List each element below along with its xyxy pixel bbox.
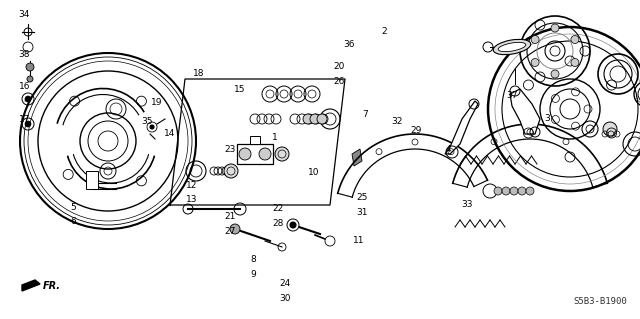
Ellipse shape bbox=[493, 39, 531, 55]
Text: 32: 32 bbox=[391, 117, 403, 126]
Circle shape bbox=[531, 35, 539, 43]
Text: 5: 5 bbox=[71, 203, 76, 212]
Circle shape bbox=[239, 148, 251, 160]
Text: 15: 15 bbox=[234, 85, 246, 94]
Text: 10: 10 bbox=[308, 168, 319, 177]
Circle shape bbox=[290, 222, 296, 228]
Text: 2: 2 bbox=[381, 27, 387, 36]
Circle shape bbox=[526, 187, 534, 195]
Circle shape bbox=[510, 187, 518, 195]
Text: 38: 38 bbox=[19, 50, 30, 59]
Text: 14: 14 bbox=[164, 130, 175, 138]
Circle shape bbox=[224, 164, 238, 178]
Text: 31: 31 bbox=[356, 208, 367, 217]
Text: S5B3-B1900: S5B3-B1900 bbox=[573, 296, 627, 306]
Text: 12: 12 bbox=[186, 181, 198, 189]
Circle shape bbox=[275, 147, 289, 161]
Circle shape bbox=[571, 58, 579, 66]
Circle shape bbox=[310, 114, 320, 124]
Circle shape bbox=[287, 219, 299, 231]
Circle shape bbox=[25, 121, 31, 127]
Text: 13: 13 bbox=[186, 195, 198, 204]
Text: 24: 24 bbox=[279, 279, 291, 288]
Polygon shape bbox=[445, 101, 478, 154]
Circle shape bbox=[571, 35, 579, 43]
Text: 21: 21 bbox=[225, 212, 236, 221]
Text: 30: 30 bbox=[279, 294, 291, 303]
Text: 33: 33 bbox=[461, 200, 473, 209]
Text: 19: 19 bbox=[151, 98, 163, 107]
Text: FR.: FR. bbox=[43, 281, 61, 291]
Text: 27: 27 bbox=[225, 227, 236, 236]
Circle shape bbox=[230, 224, 240, 234]
Text: 23: 23 bbox=[225, 145, 236, 154]
Text: 36: 36 bbox=[343, 40, 355, 49]
Polygon shape bbox=[352, 149, 362, 166]
Circle shape bbox=[303, 114, 313, 124]
Text: 25: 25 bbox=[356, 193, 367, 202]
Text: 9: 9 bbox=[250, 270, 255, 279]
Text: 4: 4 bbox=[445, 145, 451, 154]
Text: 20: 20 bbox=[333, 63, 345, 71]
Circle shape bbox=[603, 122, 617, 136]
Circle shape bbox=[325, 236, 335, 246]
Text: 29: 29 bbox=[410, 126, 422, 135]
Circle shape bbox=[25, 96, 31, 102]
Circle shape bbox=[150, 125, 154, 129]
Circle shape bbox=[551, 70, 559, 78]
Circle shape bbox=[518, 187, 526, 195]
Circle shape bbox=[531, 58, 539, 66]
Text: 6: 6 bbox=[71, 217, 76, 226]
Circle shape bbox=[317, 114, 327, 124]
Bar bbox=[250, 136, 260, 144]
Text: 35: 35 bbox=[141, 117, 153, 126]
Text: 34: 34 bbox=[19, 10, 30, 19]
Text: 3: 3 bbox=[545, 114, 550, 122]
Text: 7: 7 bbox=[362, 110, 367, 119]
Polygon shape bbox=[510, 89, 540, 134]
Text: 22: 22 bbox=[273, 204, 284, 213]
Text: 8: 8 bbox=[250, 256, 255, 264]
Circle shape bbox=[551, 24, 559, 32]
Text: 18: 18 bbox=[193, 69, 204, 78]
Polygon shape bbox=[22, 280, 40, 291]
Text: 26: 26 bbox=[333, 77, 345, 86]
Circle shape bbox=[502, 187, 510, 195]
Bar bbox=[86, 171, 98, 189]
Circle shape bbox=[259, 148, 271, 160]
Ellipse shape bbox=[498, 42, 526, 52]
Circle shape bbox=[494, 187, 502, 195]
Text: 28: 28 bbox=[273, 219, 284, 228]
Circle shape bbox=[27, 76, 33, 82]
Text: 1: 1 bbox=[273, 133, 278, 142]
Circle shape bbox=[483, 184, 497, 198]
Bar bbox=[237, 144, 273, 164]
Text: 17: 17 bbox=[19, 115, 30, 124]
Text: 16: 16 bbox=[19, 82, 30, 91]
Circle shape bbox=[26, 63, 34, 71]
Text: 37: 37 bbox=[506, 91, 518, 100]
Text: 11: 11 bbox=[353, 236, 364, 245]
